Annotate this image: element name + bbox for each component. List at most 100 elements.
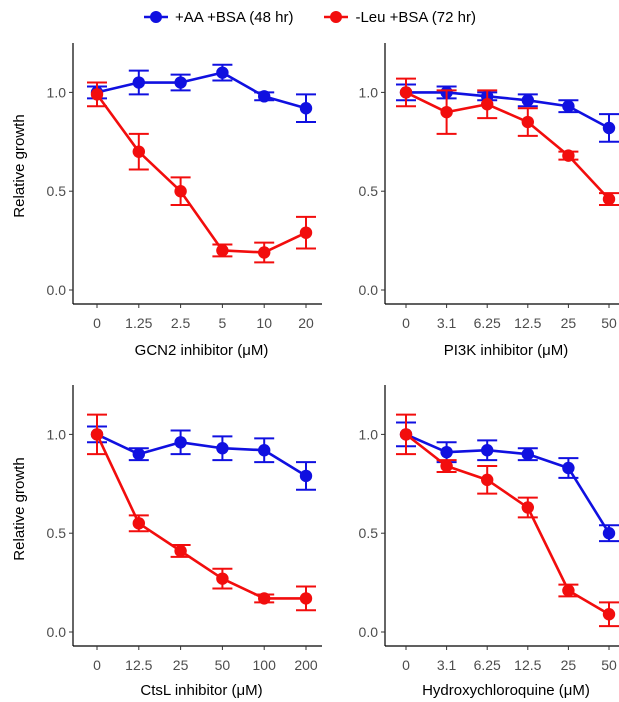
data-point [174,76,187,89]
data-point [299,102,313,115]
data-point [440,105,453,119]
data-point [562,461,575,475]
x-tick-label: 0 [402,657,410,673]
data-point [132,447,145,461]
data-point [440,445,453,459]
data-point [481,444,494,457]
x-tick-label: 50 [601,657,617,673]
data-point [602,608,616,621]
y-axis-title: Relative growth [11,114,28,217]
x-tick-label: 100 [253,657,277,673]
y-tick-label: 0.5 [47,525,67,541]
y-tick-label: 1.0 [359,426,379,442]
series-leu [396,77,619,207]
data-point [562,100,575,113]
panel-4: 0.0 0.5 1.0 0 3.1 6.25 12.5 25 50 Hydroxychloroqu… [359,385,619,699]
data-point [521,94,534,107]
y-axis-title: Relative growth [11,457,28,560]
y-tick-label: 1.0 [359,84,379,100]
data-point [521,447,534,461]
series-aa [396,421,619,543]
x-axis-title: CtsL inhibitor (μM) [140,682,262,699]
data-point [174,436,187,449]
x-tick-label: 3.1 [437,315,457,331]
data-point [132,76,145,89]
x-tick-label: 0 [402,315,410,331]
y-tick-label: 0.5 [359,183,379,199]
x-tick-label: 20 [298,315,314,331]
data-point [258,592,271,605]
legend-key-aa [144,11,169,23]
x-tick-label: 0 [93,657,101,673]
data-point [602,192,616,206]
data-point [258,90,271,103]
data-point [299,592,313,605]
x-tick-label: 200 [294,657,318,673]
x-tick-label: 12.5 [514,657,541,673]
data-point [132,517,145,530]
panel-3: 0.0 0.5 1.0 0 12.5 25 50 100 200 CtsL inhibitor (… [11,385,322,699]
x-axis-title: Hydroxychloroquine (μM) [422,682,590,699]
data-point [174,544,187,558]
y-tick-label: 0.0 [359,624,379,640]
legend-item-leu: -Leu +BSA (72 hr) [323,8,476,26]
x-axis-title: PI3K inhibitor (μM) [444,342,569,359]
y-tick-label: 0.0 [359,282,379,298]
data-point [440,459,453,473]
data-point [399,428,413,441]
series-leu [87,413,316,612]
series-line [95,93,307,254]
x-tick-label: 12.5 [125,657,152,673]
data-point [216,244,229,257]
series-line [95,433,306,600]
data-point [602,121,616,135]
y-tick-label: 0.5 [47,183,67,199]
data-point [258,444,271,457]
series-line [406,91,610,130]
series-leu [87,81,316,264]
x-tick-label: 2.5 [171,315,191,331]
data-point [562,584,575,597]
data-point [174,185,187,198]
y-tick-label: 1.0 [47,84,67,100]
y-tick-label: 0.5 [359,525,379,541]
legend-item-aa: +AA +BSA (48 hr) [143,9,293,26]
data-point [399,86,413,99]
x-tick-label: 1.25 [125,315,152,331]
legend-label-leu: -Leu +BSA (72 hr) [355,8,476,26]
data-point [216,572,229,585]
data-point [258,246,271,259]
x-tick-label: 25 [173,657,189,673]
legend-key-leu [324,11,349,23]
data-point [90,88,104,101]
x-tick-label: 25 [561,657,577,673]
series-aa [87,63,316,124]
y-tick-label: 0.0 [47,624,67,640]
series-aa [87,425,316,491]
legend-label-aa: +AA +BSA (48 hr) [175,8,294,26]
series-line [96,433,307,478]
panel-2: 0.0 0.5 1.0 0 3.1 6.25 12.5 25 50 PI3K inhibitor … [359,43,619,359]
x-tick-label: 12.5 [514,315,541,331]
data-point [602,527,616,540]
x-tick-label: 10 [256,315,272,331]
data-point [90,428,104,441]
data-point [481,473,494,487]
data-point [216,442,229,455]
x-tick-label: 25 [561,315,577,331]
series-leu [396,413,619,628]
data-point [299,226,313,239]
data-point [562,149,575,162]
x-tick-label: 3.1 [437,657,457,673]
data-point [521,115,534,129]
x-tick-label: 50 [215,657,231,673]
data-point [481,98,494,111]
panel-1: 0.0 0.5 1.0 0 1.25 2.5 5 10 20 GCN2 inhibitor (μM… [11,43,322,359]
series-line [405,91,610,200]
x-tick-label: 50 [601,315,617,331]
x-axis-title: GCN2 inhibitor (μM) [135,342,269,359]
data-point [132,145,145,158]
chart-legend: +AA +BSA (48 hr) -Leu +BSA (72 hr) [0,4,619,30]
series-line [96,71,307,110]
